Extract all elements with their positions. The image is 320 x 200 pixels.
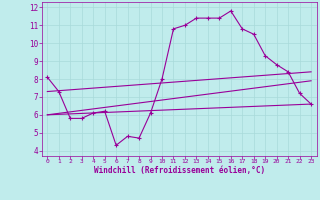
X-axis label: Windchill (Refroidissement éolien,°C): Windchill (Refroidissement éolien,°C) (94, 166, 265, 175)
